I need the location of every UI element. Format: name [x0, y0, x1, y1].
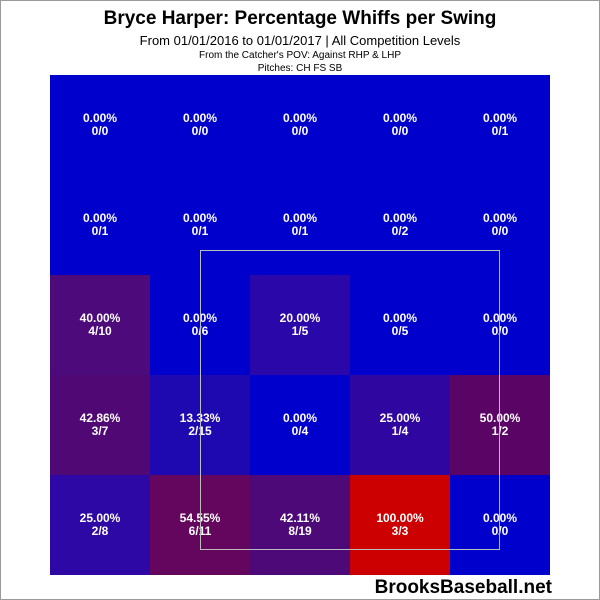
- cell-percentage: 54.55%: [179, 511, 221, 525]
- cell-percentage: 100.00%: [376, 511, 424, 525]
- heatmap-cell: 0.00% 0/4: [250, 375, 350, 475]
- heatmap-cell: 0.00% 0/0: [150, 75, 250, 175]
- cell-count: 4/10: [88, 324, 112, 338]
- cell-count: 0/0: [491, 224, 509, 238]
- heatmap-cell: 50.00% 1/2: [450, 375, 550, 475]
- heatmap-cell: 100.00% 3/3: [350, 475, 450, 575]
- heatmap-cell: 0.00% 0/1: [250, 175, 350, 275]
- cell-count: 0/0: [491, 524, 509, 538]
- chart-subtitle: From 01/01/2016 to 01/01/2017 | All Comp…: [139, 33, 461, 48]
- cell-count: 6/11: [188, 524, 212, 538]
- cell-count: 3/3: [391, 524, 409, 538]
- cell-count: 0/2: [391, 224, 409, 238]
- cell-count: 1/4: [391, 424, 409, 438]
- heatmap-cell: 25.00% 1/4: [350, 375, 450, 475]
- cell-percentage: 13.33%: [179, 411, 221, 425]
- cell-percentage: 0.00%: [282, 211, 318, 225]
- cell-percentage: 0.00%: [282, 111, 318, 125]
- heatmap-cell: 0.00% 0/5: [350, 275, 450, 375]
- cell-percentage: 42.11%: [279, 511, 321, 525]
- heatmap-cell: 0.00% 0/0: [350, 75, 450, 175]
- heatmap-cell: 42.11% 8/19: [250, 475, 350, 575]
- heatmap-cell: 42.86% 3/7: [50, 375, 150, 475]
- heatmap-cell: 0.00% 0/0: [450, 175, 550, 275]
- heatmap-cell: 0.00% 0/1: [50, 175, 150, 275]
- cell-count: 1/5: [291, 324, 309, 338]
- cell-percentage: 0.00%: [182, 211, 218, 225]
- heatmap-cell: 0.00% 0/1: [150, 175, 250, 275]
- cell-percentage: 42.86%: [79, 411, 121, 425]
- cell-percentage: 0.00%: [382, 211, 418, 225]
- heatmap-cell: 0.00% 0/0: [450, 275, 550, 375]
- cell-percentage: 0.00%: [82, 111, 118, 125]
- cell-count: 2/8: [91, 524, 109, 538]
- cell-count: 0/1: [291, 224, 309, 238]
- heatmap-cell: 0.00% 0/2: [350, 175, 450, 275]
- cell-percentage: 20.00%: [279, 311, 321, 325]
- cell-percentage: 0.00%: [382, 111, 418, 125]
- chart-pitches: Pitches: CH FS SB: [257, 63, 343, 74]
- cell-percentage: 0.00%: [482, 111, 518, 125]
- heatmap-cell: 0.00% 0/0: [450, 475, 550, 575]
- cell-count: 0/0: [391, 124, 409, 138]
- heatmap-grid: 0.00% 0/0 0.00% 0/0 0.00% 0/0 0.00% 0/0 0.00% 0/1…: [50, 75, 550, 575]
- heatmap-cell: 0.00% 0/0: [250, 75, 350, 175]
- cell-percentage: 0.00%: [82, 211, 118, 225]
- cell-count: 2/15: [188, 424, 212, 438]
- cell-percentage: 0.00%: [182, 111, 218, 125]
- watermark: BrooksBaseball.net: [374, 577, 552, 598]
- cell-percentage: 0.00%: [482, 311, 518, 325]
- cell-count: 0/6: [191, 324, 209, 338]
- heatmap-cell: 0.00% 0/6: [150, 275, 250, 375]
- chart-title: Bryce Harper: Percentage Whiffs per Swin…: [103, 8, 497, 29]
- heatmap-cell: 13.33% 2/15: [150, 375, 250, 475]
- cell-percentage: 25.00%: [379, 411, 421, 425]
- heatmap-cell: 20.00% 1/5: [250, 275, 350, 375]
- cell-count: 0/0: [291, 124, 309, 138]
- cell-count: 0/0: [491, 324, 509, 338]
- cell-count: 0/0: [191, 124, 209, 138]
- cell-percentage: 0.00%: [282, 411, 318, 425]
- cell-count: 0/1: [91, 224, 109, 238]
- cell-percentage: 40.00%: [79, 311, 121, 325]
- heatmap-cell: 54.55% 6/11: [150, 475, 250, 575]
- heatmap-cell: 40.00% 4/10: [50, 275, 150, 375]
- cell-count: 3/7: [91, 424, 109, 438]
- cell-percentage: 0.00%: [482, 211, 518, 225]
- heatmap-cell: 25.00% 2/8: [50, 475, 150, 575]
- cell-count: 0/5: [391, 324, 409, 338]
- cell-count: 8/19: [288, 524, 312, 538]
- chart-perspective: From the Catcher's POV: Against RHP & LH…: [199, 50, 401, 61]
- cell-count: 0/4: [291, 424, 309, 438]
- heatmap-cell: 0.00% 0/0: [50, 75, 150, 175]
- heatmap-cell: 0.00% 0/1: [450, 75, 550, 175]
- cell-count: 0/1: [191, 224, 209, 238]
- cell-count: 0/1: [491, 124, 509, 138]
- cell-percentage: 25.00%: [79, 511, 121, 525]
- cell-percentage: 0.00%: [482, 511, 518, 525]
- cell-count: 0/0: [91, 124, 109, 138]
- cell-count: 1/2: [491, 424, 509, 438]
- cell-percentage: 0.00%: [382, 311, 418, 325]
